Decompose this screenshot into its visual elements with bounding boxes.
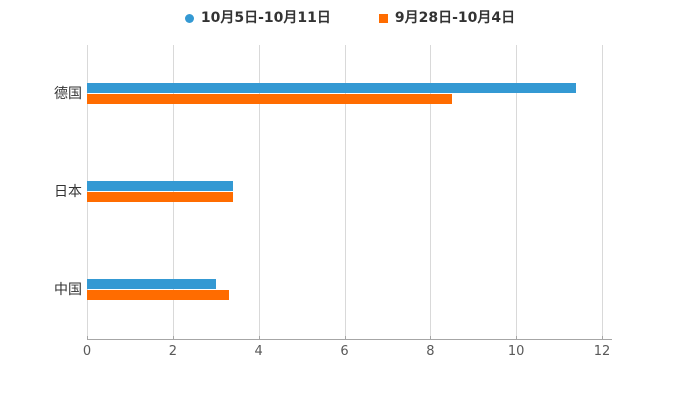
x-tick-label-10: 10 bbox=[507, 344, 525, 359]
legend-item-label: 10月5日-10月11日 bbox=[200, 10, 331, 26]
legend-item-label: 9月28日-10月4日 bbox=[394, 10, 516, 26]
bar-中国-series-1 bbox=[87, 290, 229, 300]
bar-德国-series-0 bbox=[87, 83, 577, 93]
x-tick-2 bbox=[172, 336, 174, 340]
bar-group-日本 bbox=[87, 181, 602, 202]
chart-legend: 10月5日-10月11日 9月28日-10月4日 bbox=[0, 6, 700, 30]
x-tick-12 bbox=[602, 336, 603, 340]
x-tick-label-6: 6 bbox=[340, 344, 349, 359]
x-tick-8 bbox=[430, 336, 432, 340]
gridline-x-6 bbox=[344, 45, 346, 339]
category-label-中国: 中国 bbox=[54, 281, 82, 298]
bar-group-中国 bbox=[87, 279, 602, 300]
bar-中国-series-0 bbox=[87, 279, 216, 289]
bar-日本-series-0 bbox=[87, 181, 233, 191]
gridline-x-10 bbox=[516, 45, 518, 339]
plot-area bbox=[87, 45, 603, 339]
gridline-x-4 bbox=[258, 45, 260, 339]
legend-circle-marker-icon bbox=[184, 13, 194, 23]
x-tick-0 bbox=[87, 336, 88, 340]
bar-日本-series-1 bbox=[87, 192, 233, 202]
legend-square-marker-icon bbox=[378, 13, 388, 23]
category-label-德国: 德国 bbox=[54, 85, 82, 102]
bar-德国-series-1 bbox=[87, 94, 452, 104]
x-axis-line bbox=[87, 339, 612, 340]
x-tick-10 bbox=[516, 336, 518, 340]
legend-item-0[interactable]: 10月5日-10月11日 bbox=[184, 10, 331, 26]
bar-group-德国 bbox=[87, 83, 602, 104]
x-tick-label-4: 4 bbox=[254, 344, 263, 359]
gridline-x-12 bbox=[602, 45, 603, 339]
x-tick-label-12: 12 bbox=[593, 344, 611, 359]
gridline-x-8 bbox=[430, 45, 432, 339]
x-tick-label-8: 8 bbox=[426, 344, 435, 359]
x-tick-6 bbox=[344, 336, 346, 340]
x-tick-4 bbox=[258, 336, 260, 340]
x-tick-label-0: 0 bbox=[82, 344, 92, 359]
category-label-日本: 日本 bbox=[54, 183, 82, 200]
legend-item-1[interactable]: 9月28日-10月4日 bbox=[378, 10, 516, 26]
x-tick-label-2: 2 bbox=[168, 344, 177, 359]
